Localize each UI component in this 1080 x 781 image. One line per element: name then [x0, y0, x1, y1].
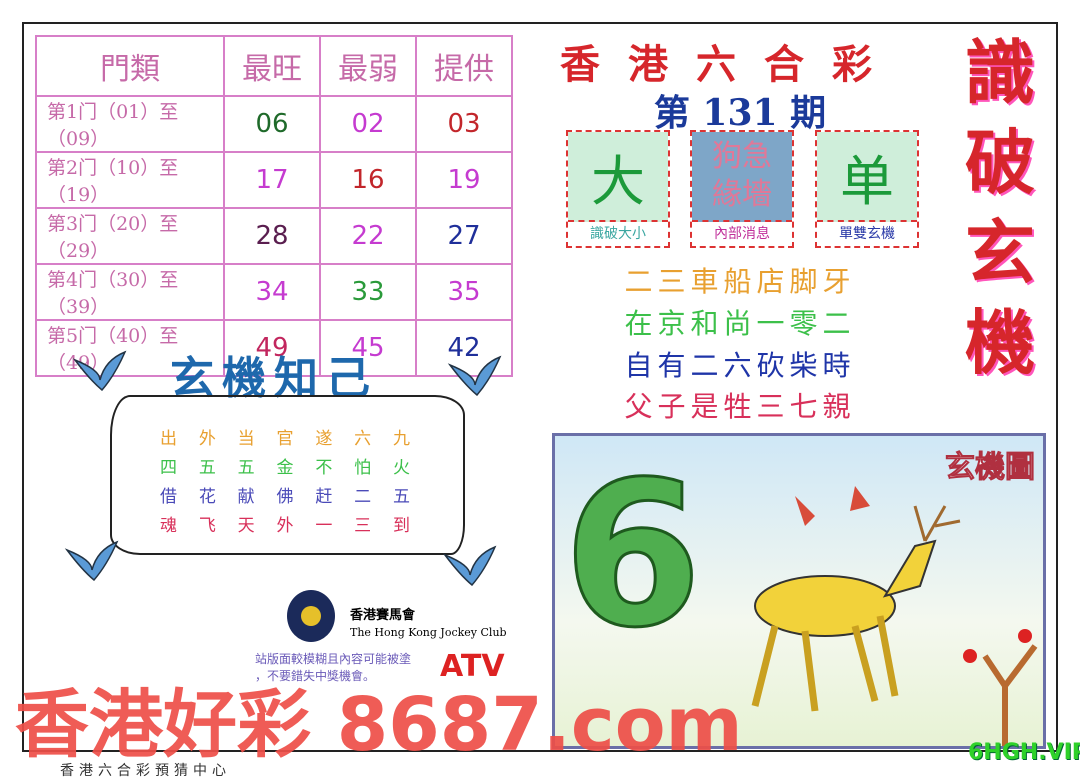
corner-watermark: 6HGH.VIP [968, 740, 1080, 765]
poem-char: 一 [315, 516, 333, 536]
poem-char: 借 [160, 487, 177, 507]
box-caption: 單雙玄機 [839, 226, 895, 242]
poem-char: 花 [198, 487, 216, 507]
poem-char: 三 [354, 516, 372, 536]
poem-line-3: 自有二六砍柴時 [624, 349, 856, 382]
poem-line-1: 二三車船店脚牙 [624, 265, 856, 298]
header-cold: 最弱 [319, 35, 417, 97]
header-offer: 提供 [415, 35, 513, 97]
poem-char: 飞 [198, 516, 216, 536]
left-poem-row: 四 五 五 金 不 怕火 [160, 453, 410, 478]
deer-illustration [751, 486, 1038, 746]
poem-char: 外 [276, 516, 294, 536]
row-label: 第3门（20）至（29） [35, 207, 225, 265]
poem-line-2: 在京和尚一零二 [624, 307, 856, 340]
inside-news-text: 狗急緣墻 [692, 132, 792, 222]
poem-char: 五 [198, 458, 216, 478]
bird-icon [442, 545, 497, 587]
number-six-drawing: 6 [561, 439, 703, 672]
poem-char: 赶 [315, 487, 333, 507]
poem-line-4: 父子是牲三七親 [624, 390, 856, 423]
poem-char: 二 [354, 487, 372, 507]
number-cell: 49 [223, 319, 321, 377]
poem-char: 五 [237, 458, 255, 478]
bird-icon [447, 355, 502, 397]
number-table: 門類 最旺 最弱 提供 第1门（01）至（09） 06 02 03 第2门（10）至（1… [35, 35, 513, 377]
jockey-club-zh: 香港賽馬會 [350, 608, 416, 623]
left-poem-row: 出 外 当 官 遂 六九 [160, 424, 410, 449]
vertical-title: 識破玄機 [965, 31, 1035, 384]
poem-char: 当 [237, 429, 255, 449]
row-label: 第2门（10）至（19） [35, 151, 225, 209]
poem-char: 天 [237, 516, 255, 536]
box-big-small: 大 識破大小 [566, 130, 670, 248]
picture-stamp: 玄機圖 [945, 450, 1036, 486]
number-cell: 45 [319, 319, 417, 377]
left-poem-row: 借 花 献 佛 赶 二五 [160, 482, 410, 507]
big-glyph: 大 [568, 132, 668, 222]
atv-logo: ATV [440, 649, 505, 684]
jockey-club-en: The Hong Kong Jockey Club [350, 626, 507, 639]
table-row: 第1门（01）至（09） 06 02 03 [35, 95, 513, 153]
box-caption: 內部消息 [714, 226, 770, 242]
poster-frame [22, 22, 1058, 752]
table-header-row: 門類 最旺 最弱 提供 [35, 35, 513, 97]
jockey-club-logo [287, 590, 335, 642]
poem-char: 献 [237, 487, 255, 507]
bird-icon [72, 350, 127, 392]
header-hot: 最旺 [223, 35, 321, 97]
poem-char: 不 [315, 458, 333, 478]
disclaimer-line-2: ，不要錯失中獎機會。 [255, 669, 376, 683]
poem-char: 魂 [160, 516, 177, 536]
number-cell: 28 [223, 207, 321, 265]
number-cell: 19 [415, 151, 513, 209]
cloth-banner [110, 395, 465, 555]
poem-char: 遂 [315, 429, 333, 449]
number-cell: 22 [319, 207, 417, 265]
number-cell: 06 [223, 95, 321, 153]
number-cell: 27 [415, 207, 513, 265]
number-cell: 33 [319, 263, 417, 321]
number-cell: 17 [223, 151, 321, 209]
poem-char: 外 [198, 429, 216, 449]
poem-char: 出 [160, 429, 177, 449]
bird-icon [64, 540, 119, 582]
poem-char: 五 [392, 487, 410, 507]
number-cell: 02 [319, 95, 417, 153]
watermark: 香港好彩 8687.com [15, 682, 743, 768]
table-row: 第2门（10）至（19） 17 16 19 [35, 151, 513, 209]
table-row: 第3门（20）至（29） 28 22 27 [35, 207, 513, 265]
box-caption: 識破大小 [590, 226, 646, 242]
poem-char: 四 [160, 458, 177, 478]
poem-char: 金 [276, 458, 294, 478]
poem-char: 怕 [354, 458, 372, 478]
row-label: 第4门（30）至（39） [35, 263, 225, 321]
number-cell: 35 [415, 263, 513, 321]
table-row: 第4门（30）至（39） 34 33 35 [35, 263, 513, 321]
box-inside-news: 狗急緣墻 內部消息 [690, 130, 794, 248]
poem-char: 官 [276, 429, 294, 449]
row-label: 第1门（01）至（09） [35, 95, 225, 153]
poem-char: 火 [392, 458, 410, 478]
poem-char: 佛 [276, 487, 294, 507]
odd-even-glyph: 单 [817, 132, 917, 222]
issue-number: 第 131 期 [653, 92, 827, 134]
disclaimer-line-1: 站版面較模糊且內容可能被塗 [255, 652, 412, 666]
row-label: 第5门（40）至（49） [35, 319, 225, 377]
poem-char: 六 [354, 429, 372, 449]
poem-char: 九 [392, 429, 410, 449]
header-category: 門類 [35, 35, 225, 97]
puzzle-picture: 玄機圖 6 [552, 433, 1046, 749]
poster-title: 香港六合彩 [560, 41, 900, 88]
poem-char: 到 [392, 516, 410, 536]
number-cell: 03 [415, 95, 513, 153]
number-cell: 16 [319, 151, 417, 209]
footer-text: 香港六合彩預猜中心 [60, 763, 231, 779]
number-cell: 34 [223, 263, 321, 321]
left-poem-row: 魂 飞 天 外 一 三到 [160, 511, 410, 536]
box-odd-even: 单 單雙玄機 [815, 130, 919, 248]
